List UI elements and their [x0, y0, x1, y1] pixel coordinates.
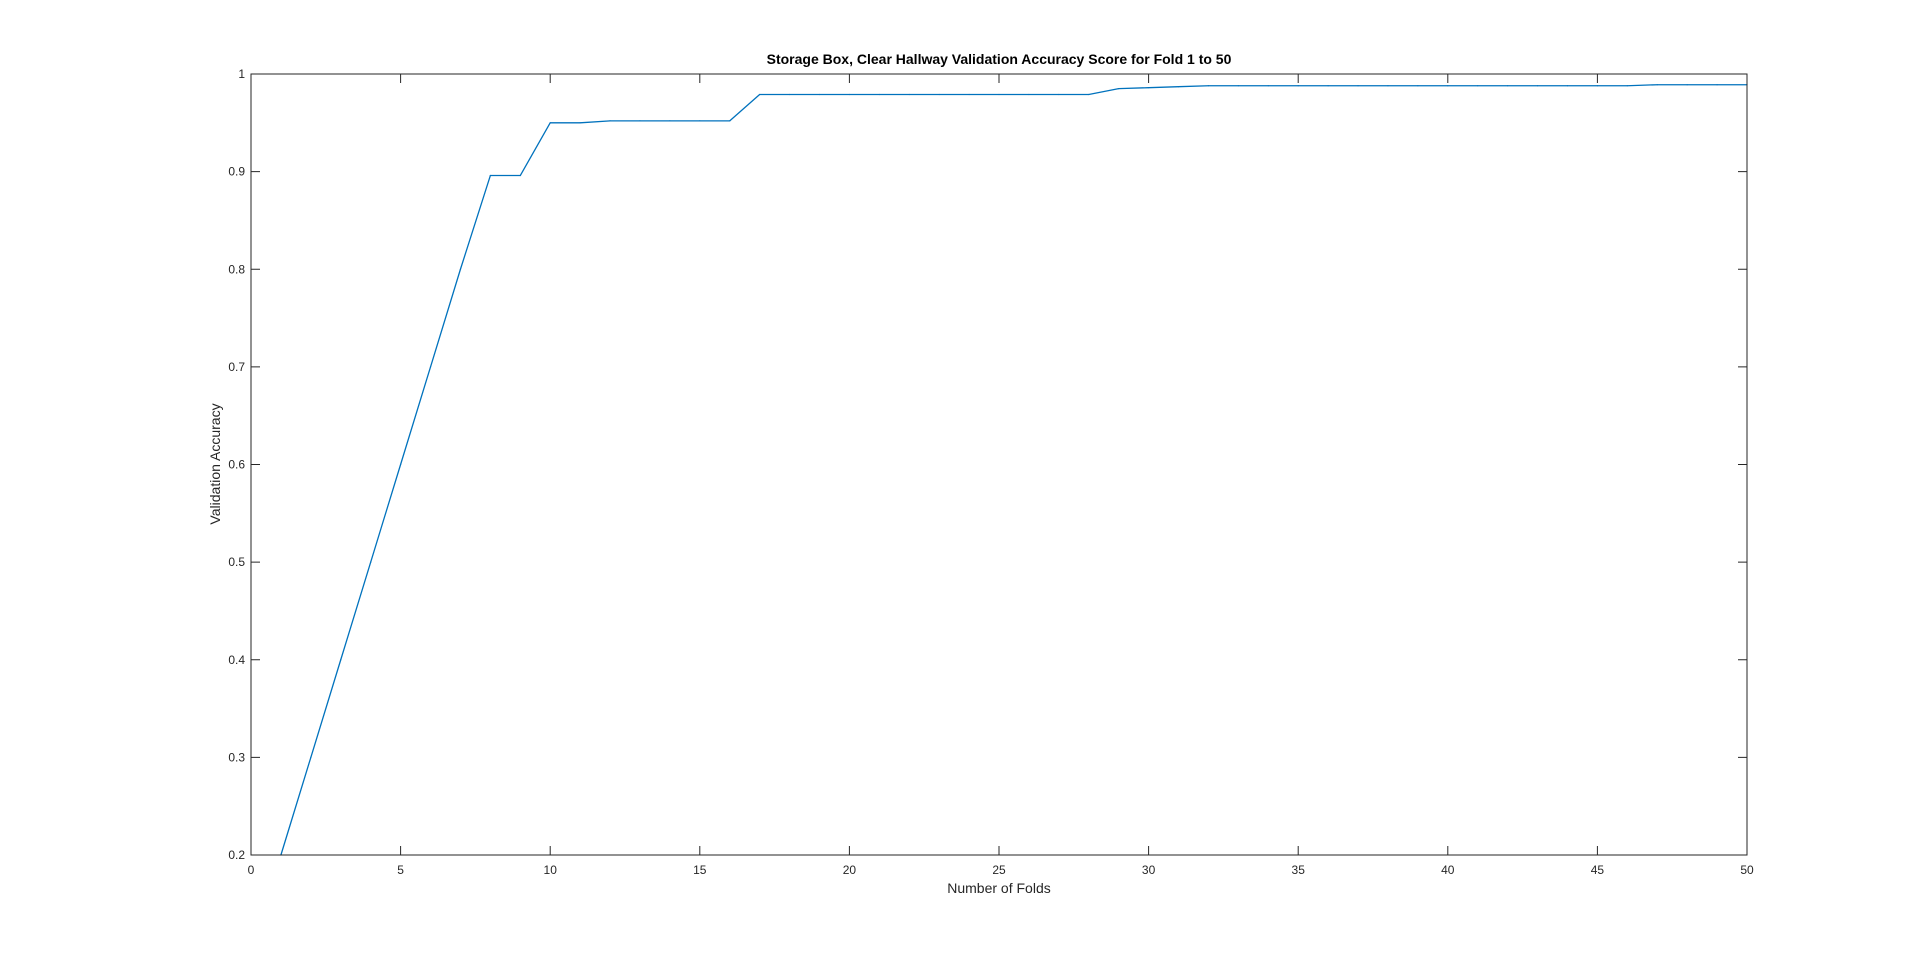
data-point	[669, 120, 671, 122]
data-point	[699, 120, 701, 122]
y-tick-label: 0.5	[228, 555, 245, 569]
data-point	[818, 93, 821, 96]
data-point	[1267, 85, 1269, 87]
data-point	[1656, 84, 1658, 86]
data-point	[1417, 85, 1419, 87]
y-tick-label: 1	[238, 67, 245, 81]
data-point	[968, 93, 970, 96]
x-tick-label: 40	[1441, 863, 1455, 877]
data-point	[848, 93, 851, 96]
data-point	[1237, 85, 1239, 87]
data-point	[340, 659, 342, 661]
data-point	[549, 122, 551, 124]
x-tick-label: 0	[248, 863, 255, 877]
x-tick-label: 5	[397, 863, 404, 877]
y-tick-label: 0.7	[228, 360, 245, 374]
series-line-1	[280, 84, 1747, 856]
data-point	[1148, 87, 1150, 89]
chart-title: Storage Box, Clear Hallway Validation Ac…	[767, 51, 1232, 67]
data-point	[1477, 85, 1479, 87]
data-point	[310, 756, 312, 758]
data-point	[788, 93, 791, 96]
plot-area	[251, 74, 1747, 855]
x-tick-label: 45	[1591, 863, 1605, 877]
data-point	[759, 93, 761, 96]
data-point	[519, 174, 521, 177]
data-point	[1028, 93, 1030, 96]
data-point	[878, 93, 880, 96]
data-point	[908, 93, 910, 96]
data-point	[639, 120, 641, 122]
data-point	[609, 120, 611, 122]
data-point	[1387, 85, 1389, 87]
data-point	[998, 93, 1000, 96]
data-point	[938, 93, 940, 96]
data-point	[400, 463, 402, 466]
data-point	[1507, 85, 1509, 87]
x-tick-label: 10	[544, 863, 558, 877]
data-point	[729, 120, 731, 122]
y-tick-label: 0.6	[228, 458, 245, 472]
x-tick-label: 25	[992, 863, 1006, 877]
tick-labels: 0 5 10 15 20 25 30 35 40 45 50 0.2 0.3 0.4 0.5 0.6 0.7 0.…	[228, 67, 1754, 877]
data-point	[1596, 85, 1598, 87]
y-tick-label: 0.3	[228, 750, 245, 764]
y-tick-label: 0.2	[228, 848, 245, 862]
x-tick-label: 35	[1292, 863, 1306, 877]
data-point	[1118, 88, 1120, 90]
data-point	[579, 122, 581, 124]
y-tick-label: 0.4	[228, 653, 245, 667]
data-point	[370, 561, 372, 563]
data-point	[1536, 85, 1539, 87]
x-tick-label: 20	[843, 863, 857, 877]
data-point	[429, 366, 432, 368]
y-tick-label: 0.9	[228, 165, 245, 179]
data-point	[1357, 85, 1359, 87]
data-point	[1058, 93, 1060, 96]
y-axis-label: Validation Accuracy	[207, 403, 223, 524]
data-point	[489, 174, 491, 177]
data-point	[1327, 85, 1329, 87]
data-point	[1177, 86, 1180, 88]
data-point	[1626, 85, 1628, 87]
y-tick-label: 0.8	[228, 262, 245, 276]
data-point	[1447, 85, 1449, 87]
data-point	[1716, 84, 1718, 86]
data-point	[1297, 85, 1299, 87]
data-point	[1207, 85, 1210, 87]
x-tick-label: 30	[1142, 863, 1156, 877]
x-tick-label: 15	[693, 863, 707, 877]
data-point	[1686, 84, 1688, 86]
axes-box	[250, 73, 1748, 856]
data-point	[1566, 85, 1569, 87]
x-axis-label: Number of Folds	[947, 880, 1050, 896]
data-point	[459, 268, 462, 270]
x-tick-label: 50	[1740, 863, 1754, 877]
series-layer	[280, 84, 1748, 856]
data-point	[1088, 93, 1090, 96]
